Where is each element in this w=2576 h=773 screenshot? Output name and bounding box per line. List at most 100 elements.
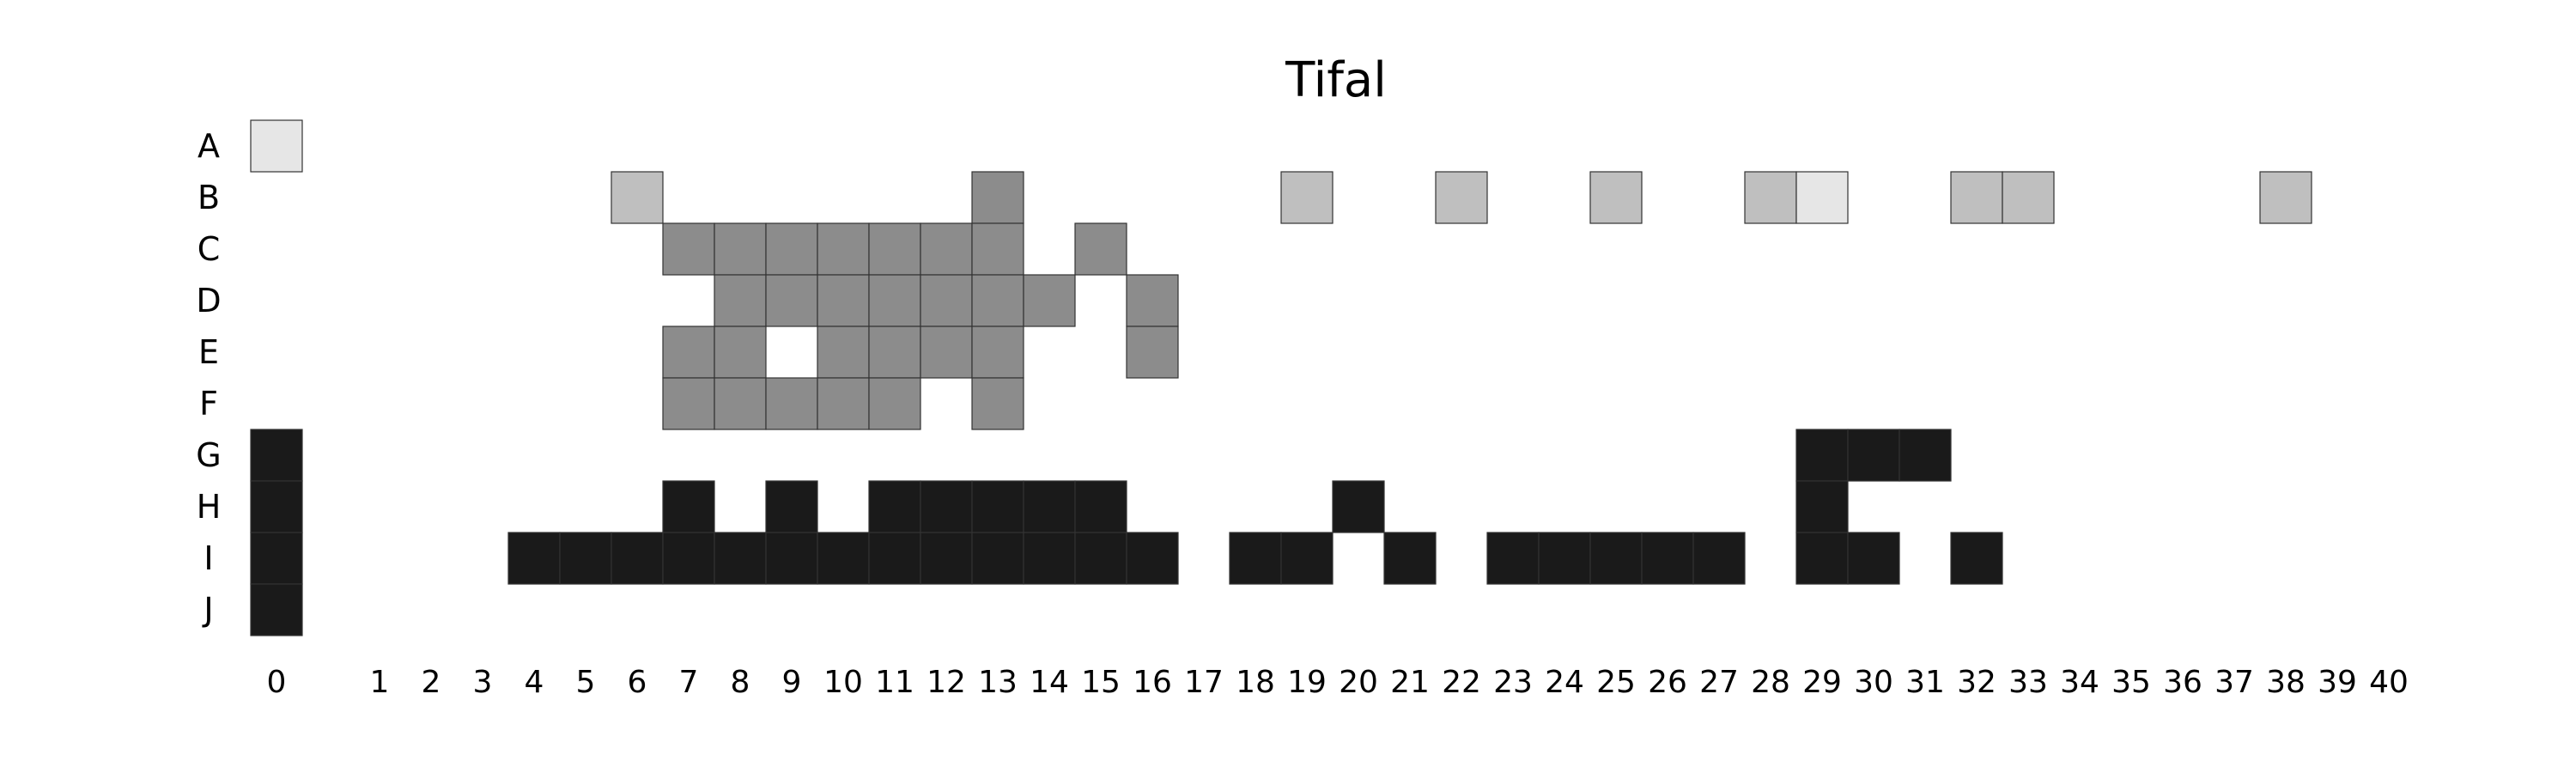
cells-layer — [250, 119, 2312, 636]
heatmap-cell-D-8 — [714, 274, 767, 327]
column-label-14: 14 — [1030, 665, 1069, 700]
heatmap-cell-I-29 — [1795, 532, 1849, 585]
column-label-8: 8 — [731, 665, 750, 700]
heatmap-cell-C-7 — [662, 222, 715, 276]
heatmap-cell-I-10 — [817, 532, 870, 585]
heatmap-cell-B-29 — [1795, 171, 1849, 224]
column-label-32: 32 — [1957, 665, 1996, 700]
column-label-26: 26 — [1648, 665, 1687, 700]
heatmap-cell-I-25 — [1589, 532, 1643, 585]
column-label-22: 22 — [1442, 665, 1481, 700]
column-label-27: 27 — [1699, 665, 1739, 700]
heatmap-cell-I-26 — [1641, 532, 1694, 585]
heatmap-cell-I-27 — [1692, 532, 1746, 585]
heatmap-cell-D-11 — [868, 274, 921, 327]
column-label-10: 10 — [823, 665, 863, 700]
row-label-B: B — [197, 179, 220, 216]
heatmap-cell-D-16 — [1126, 274, 1179, 327]
heatmap-cell-G-0 — [250, 429, 303, 482]
heatmap-cell-I-18 — [1229, 532, 1282, 585]
column-label-34: 34 — [2060, 665, 2099, 700]
heatmap-cell-I-12 — [920, 532, 973, 585]
column-label-39: 39 — [2318, 665, 2357, 700]
heatmap-cell-F-11 — [868, 377, 921, 430]
heatmap-cell-H-11 — [868, 480, 921, 533]
heatmap-cell-C-9 — [765, 222, 818, 276]
heatmap-cell-E-16 — [1126, 326, 1179, 379]
column-label-12: 12 — [927, 665, 966, 700]
column-label-18: 18 — [1236, 665, 1275, 700]
heatmap-cell-E-7 — [662, 326, 715, 379]
column-label-21: 21 — [1390, 665, 1430, 700]
column-labels: 0 1 2 3 4 5 6 7 8 9 10 11 12 13 14 15 16 17 18 19 20 21 22 23 24… — [267, 665, 2409, 700]
column-label-4: 4 — [525, 665, 544, 700]
row-label-G: G — [196, 436, 221, 474]
heatmap-cell-I-5 — [559, 532, 612, 585]
heatmap-cell-B-19 — [1280, 171, 1334, 224]
column-label-36: 36 — [2163, 665, 2202, 700]
heatmap-cell-F-8 — [714, 377, 767, 430]
column-label-1: 1 — [370, 665, 390, 700]
heatmap-cell-D-14 — [1023, 274, 1076, 327]
column-label-9: 9 — [782, 665, 802, 700]
heatmap-cell-I-7 — [662, 532, 715, 585]
heatmap-cell-G-30 — [1847, 429, 1900, 482]
heatmap-cell-G-29 — [1795, 429, 1849, 482]
heatmap-cell-I-19 — [1280, 532, 1334, 585]
heatmap-cell-C-12 — [920, 222, 973, 276]
column-label-0: 0 — [267, 665, 287, 700]
column-label-24: 24 — [1545, 665, 1584, 700]
heatmap-cell-I-23 — [1486, 532, 1540, 585]
heatmap-cell-H-29 — [1795, 480, 1849, 533]
heatmap-cell-D-10 — [817, 274, 870, 327]
heatmap-cell-E-11 — [868, 326, 921, 379]
heatmap-cell-H-7 — [662, 480, 715, 533]
heatmap-cell-I-24 — [1538, 532, 1591, 585]
column-label-29: 29 — [1802, 665, 1842, 700]
heatmap-cell-I-30 — [1847, 532, 1900, 585]
row-label-I: I — [204, 539, 213, 577]
heatmap-cell-H-12 — [920, 480, 973, 533]
heatmap-cell-B-13 — [971, 171, 1024, 224]
column-label-31: 31 — [1905, 665, 1945, 700]
column-label-3: 3 — [473, 665, 493, 700]
heatmap-cell-H-20 — [1332, 480, 1385, 533]
heatmap-cell-D-12 — [920, 274, 973, 327]
heatmap-cell-C-8 — [714, 222, 767, 276]
heatmap-cell-H-15 — [1074, 480, 1127, 533]
row-label-J: J — [202, 591, 213, 629]
heatmap-cell-B-25 — [1589, 171, 1643, 224]
heatmap-cell-C-13 — [971, 222, 1024, 276]
heatmap-cell-I-15 — [1074, 532, 1127, 585]
column-label-30: 30 — [1854, 665, 1893, 700]
heatmap-cell-F-13 — [971, 377, 1024, 430]
heatmap-cell-D-13 — [971, 274, 1024, 327]
heatmap-cell-I-32 — [1950, 532, 2003, 585]
heatmap-cell-E-10 — [817, 326, 870, 379]
row-label-E: E — [198, 333, 219, 371]
heatmap-cell-E-8 — [714, 326, 767, 379]
row-label-H: H — [197, 488, 222, 526]
column-label-40: 40 — [2369, 665, 2409, 700]
column-label-35: 35 — [2111, 665, 2151, 700]
column-label-16: 16 — [1133, 665, 1172, 700]
heatmap-cell-B-22 — [1435, 171, 1488, 224]
heatmap-cell-B-28 — [1744, 171, 1797, 224]
column-label-23: 23 — [1493, 665, 1533, 700]
heatmap-cell-F-10 — [817, 377, 870, 430]
heatmap-cell-I-0 — [250, 532, 303, 585]
heatmap-cell-I-6 — [611, 532, 664, 585]
heatmap-cell-D-9 — [765, 274, 818, 327]
heatmap-cell-B-38 — [2259, 171, 2312, 224]
column-label-33: 33 — [2008, 665, 2048, 700]
column-label-5: 5 — [576, 665, 596, 700]
heatmap-cell-H-0 — [250, 480, 303, 533]
heatmap-cell-G-31 — [1899, 429, 1952, 482]
heatmap-cell-I-9 — [765, 532, 818, 585]
row-label-D: D — [196, 282, 221, 320]
column-label-6: 6 — [628, 665, 647, 700]
column-label-15: 15 — [1081, 665, 1121, 700]
heatmap-cell-E-12 — [920, 326, 973, 379]
